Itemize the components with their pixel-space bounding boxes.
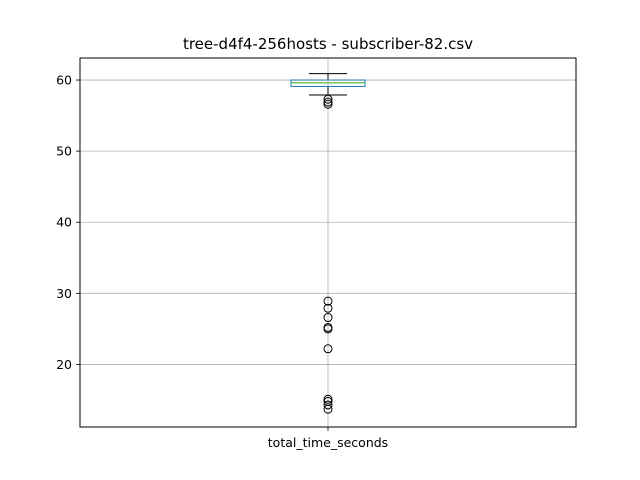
x-tick-label: total_time_seconds <box>268 435 388 450</box>
outlier-point <box>323 313 333 323</box>
outlier-point <box>323 99 333 109</box>
outlier-point <box>323 97 333 107</box>
y-tick-label: 60 <box>56 73 72 88</box>
y-axis: 20 30 40 50 60 <box>56 73 80 372</box>
y-tick-label: 20 <box>56 357 72 372</box>
outlier-point <box>323 303 333 313</box>
outlier-point <box>323 296 333 306</box>
chart-title: tree-d4f4-256hosts - subscriber-82.csv <box>183 35 473 53</box>
x-axis: total_time_seconds <box>268 427 388 450</box>
y-tick-label: 40 <box>56 215 72 230</box>
y-tick-label: 50 <box>56 144 72 159</box>
outlier-point <box>323 324 333 334</box>
outlier-point <box>323 394 333 404</box>
outlier-point <box>323 344 333 354</box>
outlier-point <box>323 404 333 414</box>
y-tick-label: 30 <box>56 286 72 301</box>
plot-area <box>290 73 366 414</box>
outlier-point <box>323 94 333 104</box>
outlier-point <box>323 400 333 410</box>
